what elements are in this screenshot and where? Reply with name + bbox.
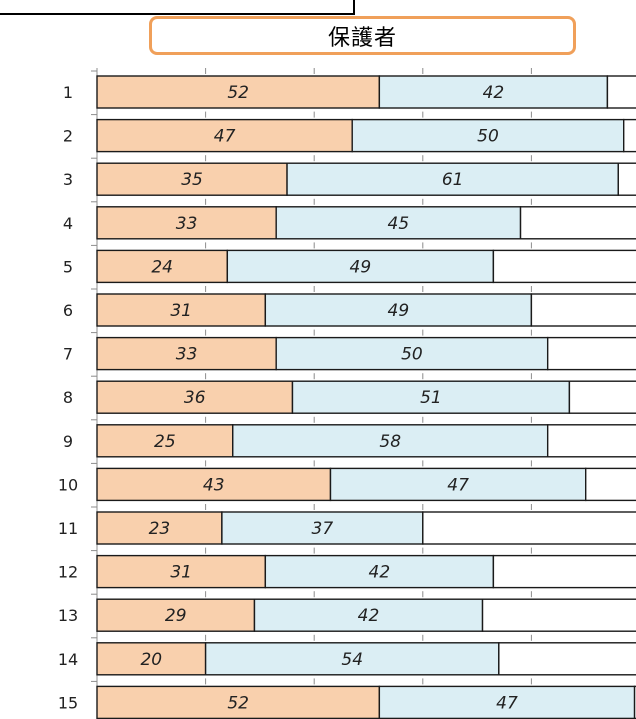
bar-segment-series-3 [606, 75, 636, 109]
chart-title: 保護者 [327, 25, 397, 51]
data-label-series-2: 42 [483, 83, 505, 103]
data-label-series-2: 42 [369, 563, 391, 583]
bar-segment-series-3 [617, 162, 636, 196]
bar-segment-series-1 [96, 511, 223, 545]
bar-segment-series-2 [275, 336, 549, 371]
bar-segment-series-2 [291, 380, 571, 414]
data-label-series-1: 25 [154, 432, 176, 452]
data-label-series-2: 42 [358, 606, 380, 626]
bar-segment-series-3 [623, 118, 636, 153]
data-label-series-1: 35 [181, 170, 203, 190]
data-label-series-1: 52 [227, 693, 249, 713]
bar-segment-series-1 [96, 685, 381, 719]
data-label-series-2: 47 [447, 475, 469, 495]
bar-segment-series-2 [204, 642, 500, 676]
data-label-series-2: 47 [496, 693, 518, 713]
category-label: 7 [63, 345, 73, 364]
data-label-series-1: 47 [214, 127, 236, 147]
category-label: 12 [58, 563, 78, 582]
bar-segment-series-2 [253, 598, 484, 632]
bar-segment-series-2 [221, 511, 424, 545]
category-label: 6 [63, 301, 73, 320]
category-label: 11 [58, 519, 78, 538]
category-label: 1 [63, 83, 73, 102]
bar-segment-series-3 [422, 511, 636, 545]
bar-segment-series-1 [96, 467, 332, 502]
category-label: 13 [58, 606, 78, 625]
bar-segment-series-2 [226, 249, 495, 284]
data-label-series-2: 50 [477, 127, 499, 147]
bar-segment-series-2 [286, 162, 619, 196]
data-label-series-1: 43 [203, 475, 225, 495]
bar-segment-series-3 [546, 424, 636, 458]
data-label-series-1: 24 [151, 257, 173, 277]
bar-segment-series-3 [568, 380, 636, 414]
bar-segment-series-3 [519, 206, 636, 240]
bar-segment-series-3 [530, 293, 636, 327]
data-label-series-2: 51 [420, 388, 442, 408]
bar-segment-series-3 [633, 685, 636, 719]
bar-segment-series-1 [96, 554, 267, 589]
chart-title-box: 保護者 [149, 16, 576, 55]
category-label: 15 [58, 693, 78, 712]
top-frame [0, 0, 355, 15]
bar-segment-series-3 [492, 554, 636, 589]
data-label-series-1: 23 [149, 519, 171, 539]
category-label: 4 [63, 214, 73, 233]
bar-segment-series-3 [498, 642, 636, 676]
data-label-series-1: 20 [140, 650, 162, 670]
category-label: 9 [63, 432, 73, 451]
bar-segment-series-3 [481, 598, 636, 632]
data-label-series-2: 37 [312, 519, 334, 539]
data-label-series-2: 49 [388, 301, 410, 321]
data-label-series-2: 61 [442, 170, 464, 190]
data-label-series-1: 31 [170, 301, 192, 321]
category-label: 3 [63, 170, 73, 189]
bar-segment-series-1 [96, 336, 277, 371]
bar-segment-series-3 [546, 336, 636, 371]
bar-segment-series-3 [585, 467, 636, 502]
data-label-series-2: 49 [350, 257, 372, 277]
category-label: 8 [63, 388, 73, 407]
data-label-series-2: 50 [401, 345, 423, 365]
bar-segment-series-2 [378, 685, 636, 719]
category-label: 10 [58, 475, 78, 494]
data-label-series-1: 31 [170, 563, 192, 583]
data-label-series-2: 54 [341, 650, 363, 670]
category-label: 14 [58, 650, 78, 669]
bar-segment-series-1 [96, 249, 229, 284]
bar-segment-series-1 [96, 642, 207, 676]
data-label-series-1: 29 [165, 606, 187, 626]
category-label: 2 [63, 127, 73, 146]
bar-segment-series-2 [264, 293, 533, 327]
data-label-series-2: 58 [379, 432, 401, 452]
bar-segment-series-1 [96, 380, 294, 414]
data-label-series-1: 36 [184, 388, 206, 408]
bar-segment-series-1 [96, 598, 256, 632]
bar-segment-series-2 [275, 206, 522, 240]
data-label-series-1: 33 [176, 214, 198, 234]
bar-segment-series-2 [351, 118, 625, 153]
data-label-series-1: 52 [227, 83, 249, 103]
category-label: 5 [63, 257, 73, 276]
data-label-series-1: 33 [176, 345, 198, 365]
bar-segment-series-3 [492, 249, 636, 284]
data-label-series-2: 45 [388, 214, 410, 234]
